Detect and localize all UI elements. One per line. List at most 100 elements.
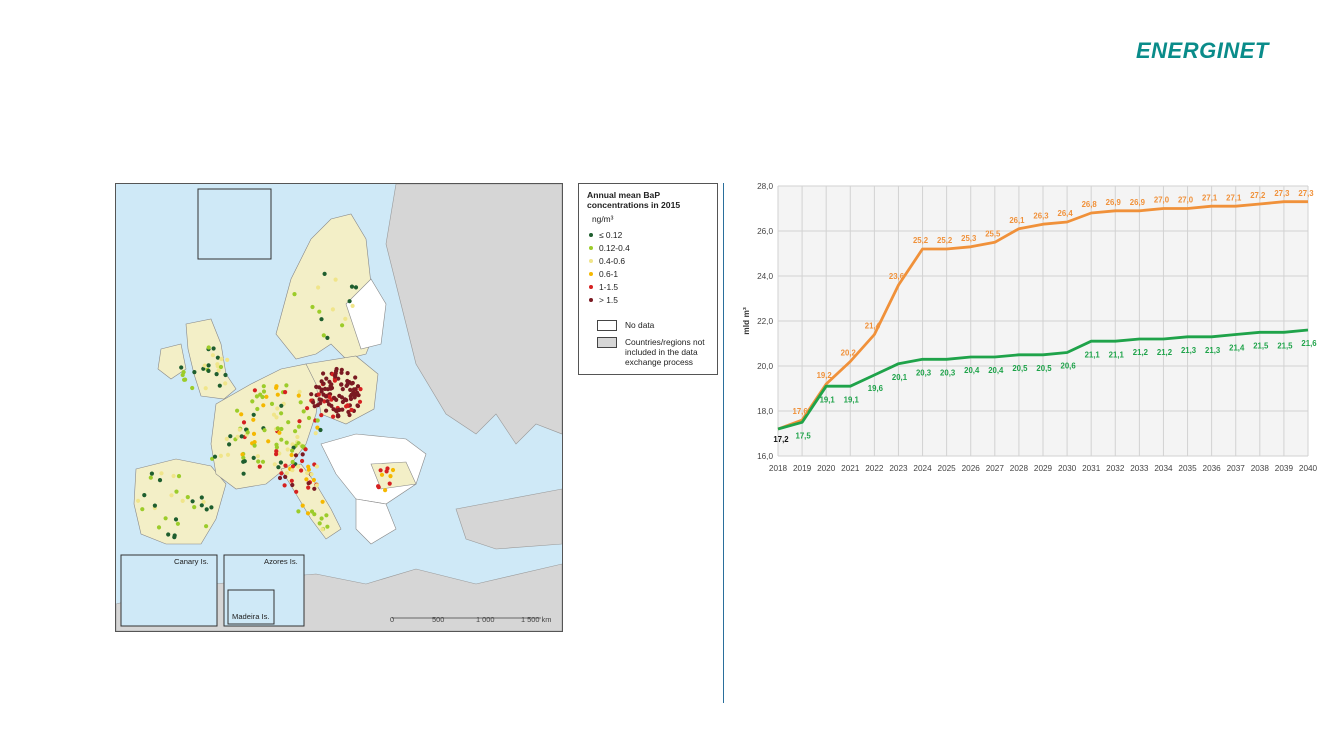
station-dot (303, 447, 308, 452)
station-dot (293, 429, 298, 434)
station-dot (348, 396, 354, 402)
station-dot (241, 471, 246, 476)
station-dot (212, 454, 218, 459)
station-dot (274, 415, 279, 420)
station-dot (336, 407, 341, 413)
station-dot (206, 363, 211, 368)
station-dot (235, 434, 240, 439)
data-label-green: 21,2 (1133, 348, 1149, 357)
station-dot (271, 412, 277, 417)
station-dot (300, 503, 305, 508)
station-dot (353, 375, 358, 380)
station-dot (295, 434, 300, 440)
x-tick-label: 2038 (1251, 464, 1270, 473)
legend-dot-icon (589, 232, 593, 237)
x-tick-label: 2034 (1154, 464, 1173, 473)
station-dot (275, 392, 280, 397)
station-dot (283, 474, 288, 479)
station-dot (223, 372, 228, 378)
data-label-orange: 26,9 (1106, 198, 1122, 207)
station-dot (325, 335, 330, 340)
station-dot (323, 394, 329, 399)
y-tick-label: 26,0 (757, 227, 773, 236)
station-dot (225, 357, 230, 362)
station-dot (348, 387, 353, 392)
station-dot (334, 397, 339, 402)
station-dot (319, 389, 324, 394)
station-dot (179, 365, 184, 370)
station-dot (277, 451, 282, 456)
data-label-green: 21,4 (1229, 344, 1245, 353)
x-tick-label: 2023 (889, 464, 908, 473)
station-dot (279, 437, 284, 442)
legend-not-included-swatch (597, 337, 617, 348)
station-dot (387, 481, 392, 486)
vertical-divider (723, 183, 724, 703)
map-legend: Annual mean BaP concentrations in 2015 n… (578, 183, 718, 375)
data-label-green: 21,6 (1301, 339, 1317, 348)
legend-item: 0.6-1 (589, 268, 618, 279)
station-dot (290, 459, 295, 465)
x-tick-label: 2027 (986, 464, 1005, 473)
scale-label-500: 500 (432, 615, 444, 624)
legend-item-label: 1-1.5 (599, 281, 619, 292)
station-dot (299, 468, 304, 473)
legend-item: 0.4-0.6 (589, 255, 625, 266)
map-region-greece (355, 498, 397, 545)
station-dot (314, 384, 319, 389)
station-dot (320, 499, 325, 504)
map-inset-madeira (227, 589, 275, 625)
station-dot (339, 395, 344, 400)
station-dot (250, 399, 255, 404)
y-tick-label: 18,0 (757, 407, 773, 416)
station-dot (239, 412, 244, 417)
station-dot (304, 477, 309, 482)
station-dot (289, 478, 294, 483)
station-dot (192, 370, 197, 375)
station-dot (354, 392, 359, 397)
station-dot (251, 431, 257, 436)
legend-item-label: ≤ 0.12 (599, 229, 623, 240)
station-dot (266, 439, 271, 444)
station-dot (320, 527, 325, 532)
station-dot (257, 464, 262, 469)
station-dot (317, 309, 322, 314)
station-dot (180, 498, 185, 503)
station-dot (330, 307, 335, 312)
map-region-iberia (133, 458, 227, 545)
station-dot (283, 463, 288, 468)
legend-dot-icon (589, 258, 593, 263)
station-dot (327, 394, 332, 399)
station-dot (309, 392, 314, 397)
station-dot (210, 353, 215, 358)
station-dot (344, 398, 349, 403)
station-dot (278, 460, 283, 465)
station-dot (313, 431, 318, 436)
station-dot (310, 304, 315, 310)
data-label-orange: 20,2 (841, 349, 857, 358)
station-dot (350, 303, 355, 308)
station-dot (148, 475, 153, 480)
station-dot (296, 393, 301, 398)
station-dot (309, 509, 315, 514)
x-tick-label: 2032 (1106, 464, 1125, 473)
station-dot (343, 316, 348, 321)
station-dot (180, 372, 185, 378)
station-dot (292, 292, 297, 297)
x-tick-label: 2030 (1058, 464, 1077, 473)
station-dot (324, 513, 329, 518)
station-dot (305, 470, 310, 475)
station-dot (315, 425, 320, 430)
station-dot (284, 383, 289, 388)
map-inset-canary (120, 554, 218, 627)
x-tick-label: 2036 (1203, 464, 1222, 473)
station-dot (336, 414, 341, 419)
station-dot (353, 387, 358, 392)
station-dot (383, 488, 388, 493)
map-region-not-included (385, 184, 562, 445)
station-dot (142, 493, 147, 498)
station-dot (290, 482, 295, 488)
station-dot (318, 401, 323, 406)
station-dot (217, 383, 222, 388)
map-region-bulgaria (370, 461, 417, 490)
